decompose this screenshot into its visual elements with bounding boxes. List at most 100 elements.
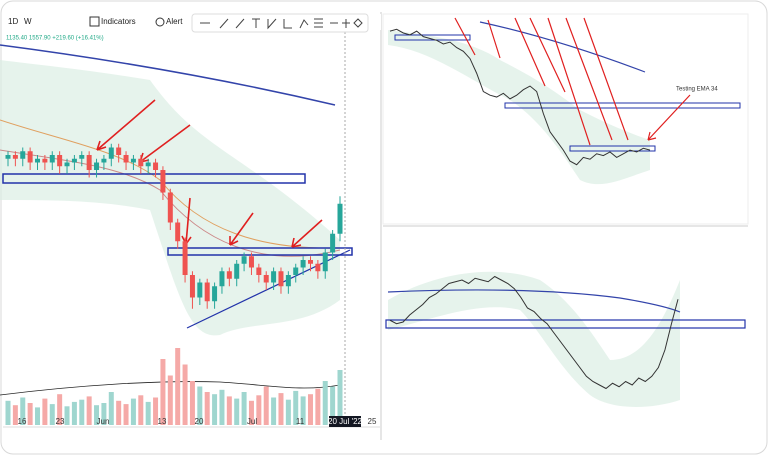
volume-bar (57, 394, 63, 425)
candle-body (130, 158, 136, 163)
volume-bar (285, 399, 291, 425)
ema-line (0, 44, 336, 106)
panel (382, 13, 749, 225)
volume-bar (108, 392, 114, 425)
volume-bar (307, 394, 313, 425)
x-label-box (329, 416, 361, 427)
volume-bar (160, 359, 166, 425)
zone-box (385, 319, 746, 329)
candle-body (5, 155, 11, 159)
candle-body (256, 267, 262, 275)
volume-bar (182, 364, 188, 425)
candle-body (145, 162, 151, 167)
volume-bar (20, 397, 26, 425)
candle-body (167, 192, 173, 223)
candle-body (189, 275, 195, 298)
volume-bar (12, 405, 18, 425)
volume-bar (130, 398, 136, 425)
candle-body (160, 170, 166, 193)
volume-bar (241, 392, 247, 425)
x-tick-label: 20 Jul '22 (328, 417, 363, 426)
candle-body (307, 260, 313, 264)
zone-box (167, 247, 353, 256)
volume-bar (189, 381, 195, 425)
candle-body (138, 158, 144, 167)
candle-body (271, 271, 277, 283)
volume-bar (35, 407, 41, 425)
indicators-button[interactable]: Indicators (101, 17, 136, 26)
drawing-tools[interactable] (200, 18, 363, 30)
candle-body (86, 155, 92, 170)
volume-bar (145, 401, 151, 425)
volume-bar (101, 403, 107, 425)
price-line (389, 275, 679, 390)
candle-body (123, 155, 129, 163)
candle-body (263, 275, 269, 283)
interval[interactable]: 1D (8, 17, 18, 26)
candle-body (153, 162, 159, 170)
indicators-icon[interactable] (89, 16, 100, 27)
candle-body (35, 158, 41, 163)
ema-line (0, 119, 341, 249)
volume-bar (71, 401, 77, 425)
volume-bar (42, 398, 48, 425)
alert-button[interactable]: Alert (166, 17, 183, 26)
volume-bar (138, 395, 144, 425)
volume-bar (175, 348, 181, 425)
volume-bar (79, 399, 85, 425)
volume-bar (322, 381, 328, 425)
volume-bar (64, 406, 70, 425)
arrows (454, 17, 691, 146)
candle-body (20, 151, 26, 159)
candle-body (204, 282, 210, 302)
zone-box (2, 173, 306, 184)
candle-body (322, 252, 328, 272)
candle-body (226, 271, 232, 279)
ema-line (387, 289, 681, 313)
candle-body (71, 158, 77, 163)
zone-box (569, 145, 656, 152)
candle-body (182, 241, 188, 275)
candle-body (27, 151, 33, 163)
candle-body (64, 162, 70, 167)
volume-bar (94, 405, 100, 425)
candle-body (108, 147, 114, 159)
volume-bar (27, 403, 33, 425)
candle-body (94, 162, 100, 170)
candle-body (219, 271, 225, 287)
volume-bar (330, 386, 336, 425)
x-tick-label: 13 (158, 417, 167, 426)
volume-bar (300, 396, 306, 425)
alert-icon[interactable] (155, 17, 165, 27)
x-tick-label: 20 (195, 417, 204, 426)
arrows (96, 99, 323, 248)
volume-bar (271, 397, 277, 425)
volume-bar (86, 396, 92, 425)
zone-box (504, 102, 741, 109)
volume-bar (197, 386, 203, 425)
volume-bar (116, 400, 122, 425)
chart-style[interactable]: W (24, 17, 32, 26)
annotation: Testing EMA 34 (676, 87, 718, 93)
volume-bar (49, 404, 55, 425)
volume-bar (219, 389, 225, 425)
volume-bar (278, 393, 284, 425)
volume-bar (256, 395, 262, 425)
candle-body (79, 155, 85, 159)
volume-bar (248, 400, 254, 425)
volume-bar (226, 396, 232, 425)
candle-body (330, 233, 336, 253)
candle-body (315, 263, 321, 272)
volume-bar (167, 375, 173, 425)
price-line (389, 28, 651, 166)
candle-body (49, 155, 55, 163)
candle-body (212, 286, 218, 302)
ema-line (479, 21, 646, 73)
candle-body (101, 158, 107, 163)
x-tick-label: Jun (97, 417, 110, 426)
candle-body (57, 155, 63, 167)
volume-ma (0, 381, 341, 396)
volume-bar (123, 404, 129, 425)
volume-bar (234, 398, 240, 425)
